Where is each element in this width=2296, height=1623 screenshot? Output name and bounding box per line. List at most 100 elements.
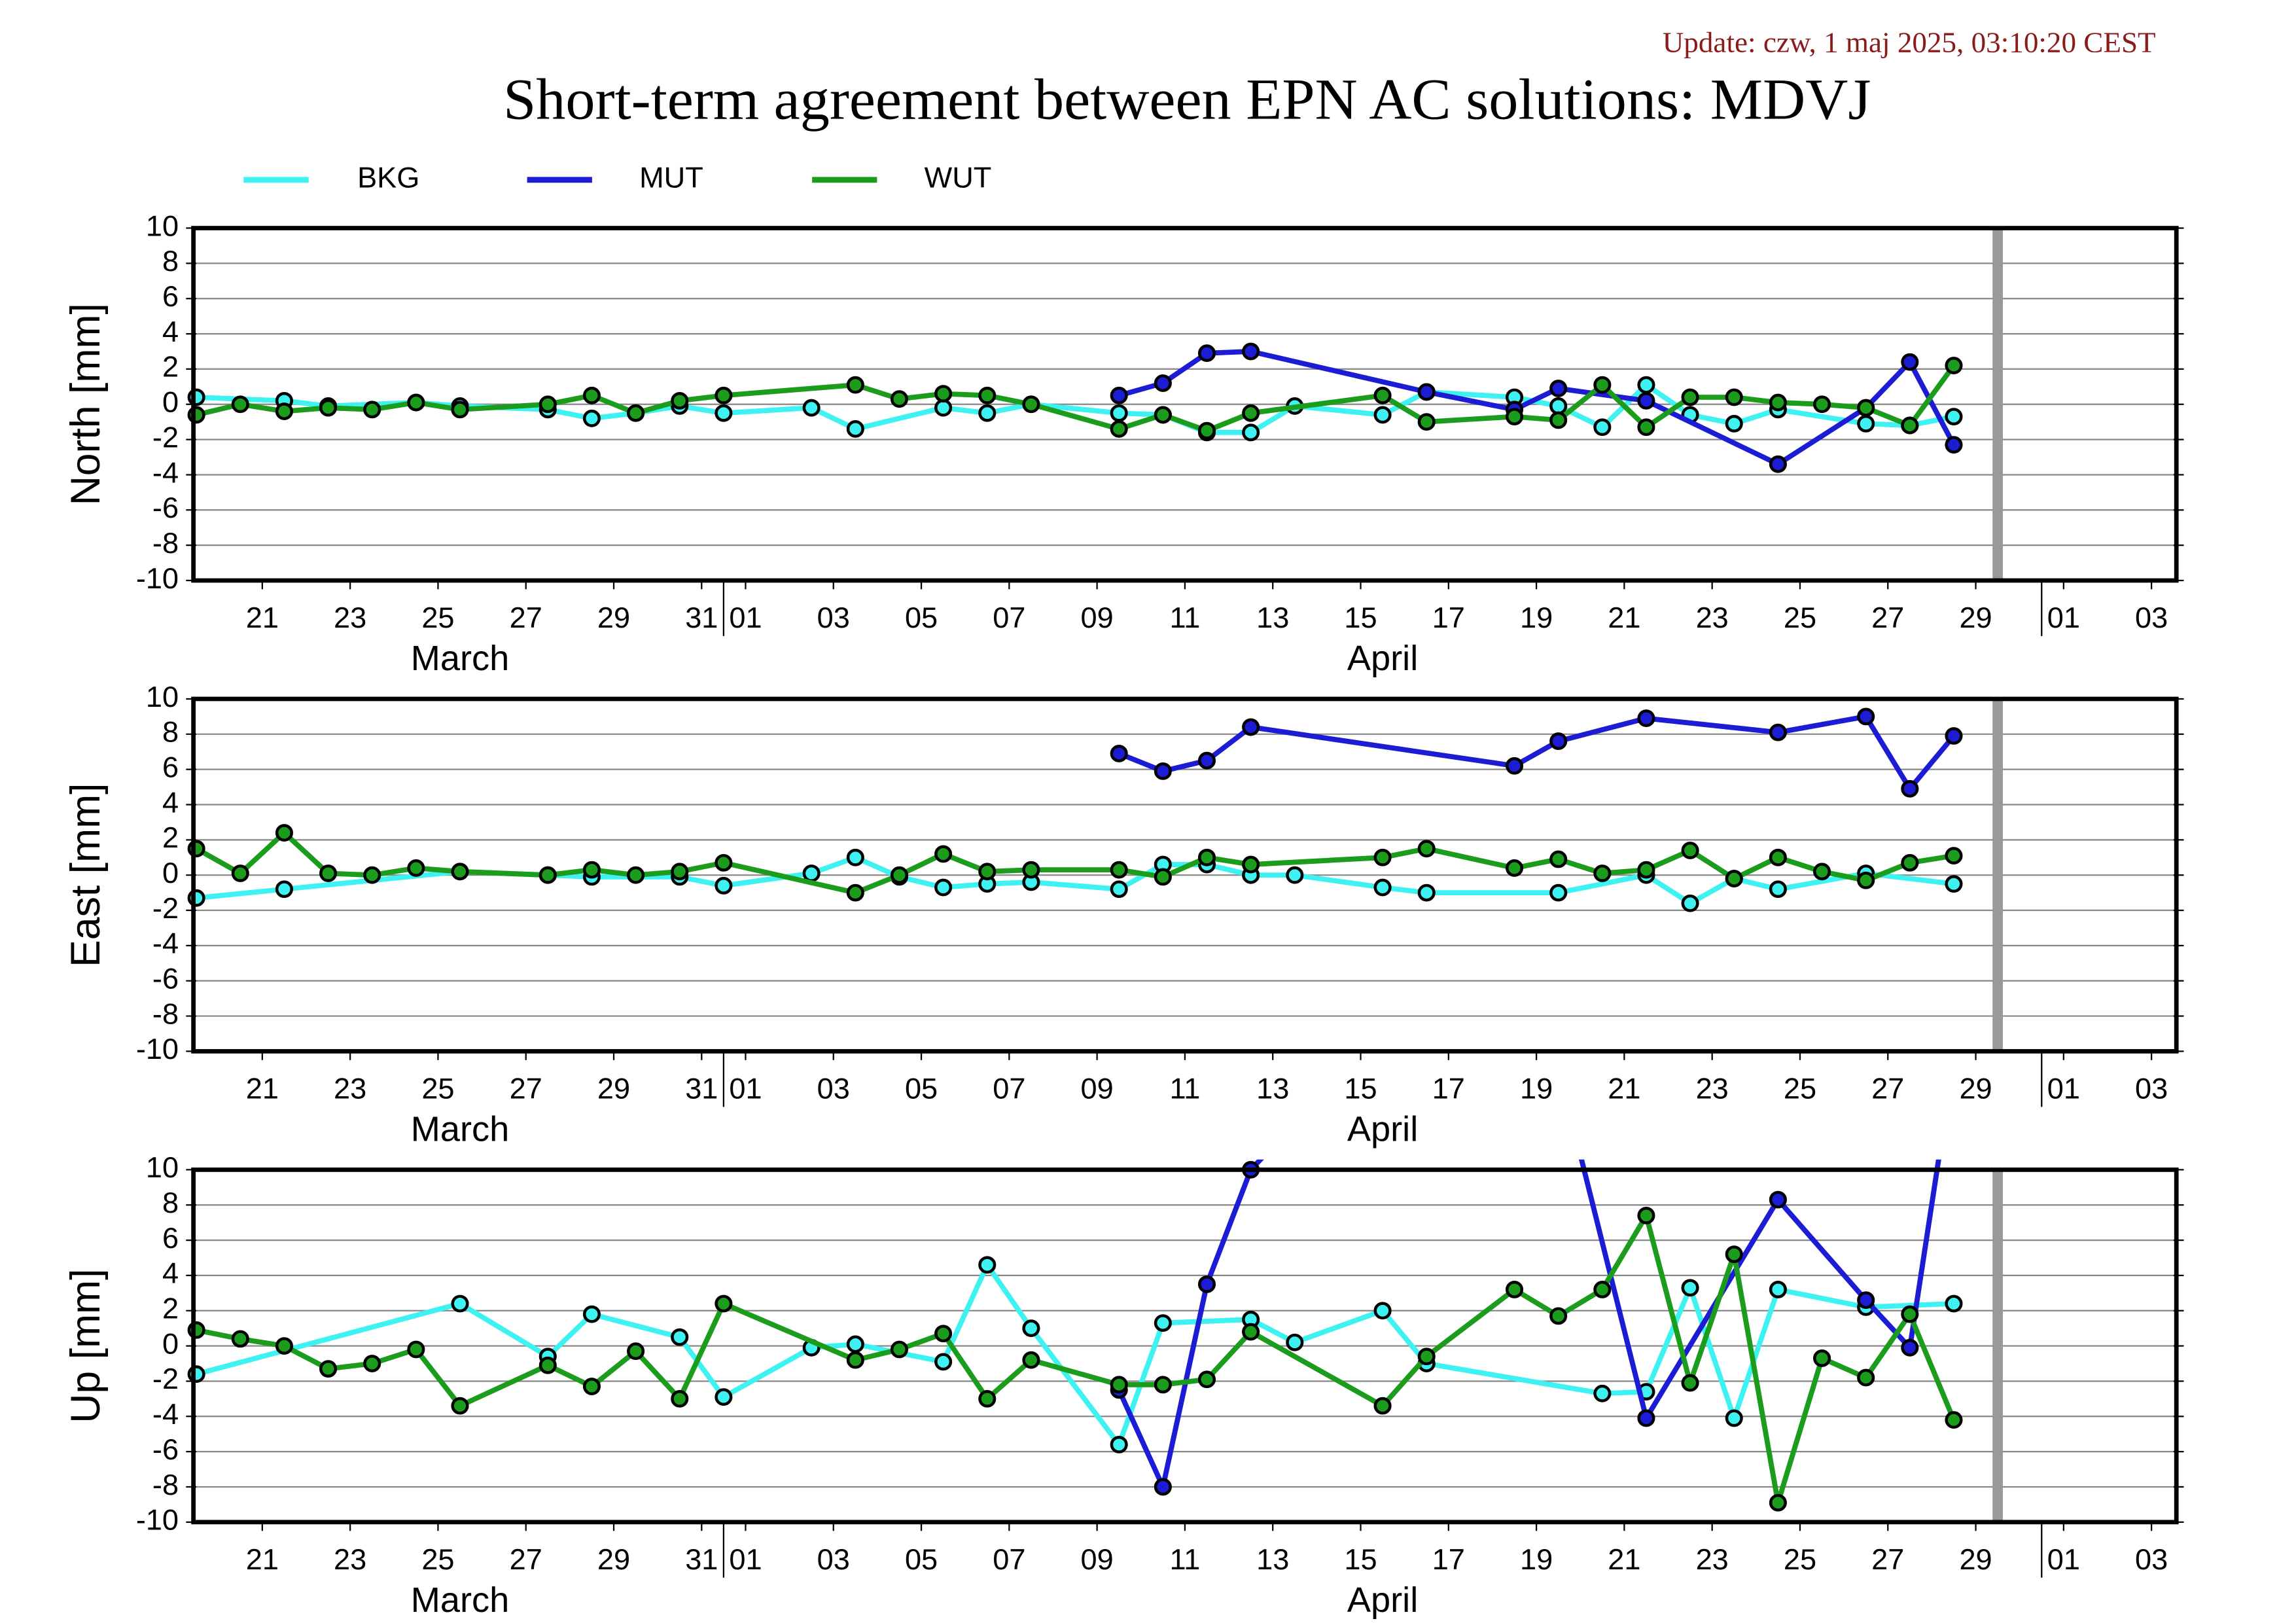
data-point xyxy=(671,1328,689,1346)
x-tick-label: 29 xyxy=(1959,1072,1992,1105)
y-axis-label: Up [mm] xyxy=(63,1268,109,1423)
data-point xyxy=(1945,1411,1963,1429)
data-point xyxy=(1110,386,1128,404)
y-tick-label: 4 xyxy=(162,1257,179,1290)
x-tick-label: 21 xyxy=(246,1072,279,1105)
y-tick-label: -10 xyxy=(136,1032,179,1065)
y-tick-label: -4 xyxy=(152,455,179,489)
data-point xyxy=(715,876,733,895)
y-axis-label: North [mm] xyxy=(63,303,109,505)
month-label: March xyxy=(411,1580,509,1620)
data-point xyxy=(363,866,381,884)
data-point xyxy=(1901,853,1919,872)
data-point xyxy=(451,401,469,419)
y-tick-label: 8 xyxy=(162,715,179,749)
data-point xyxy=(1197,751,1216,770)
data-point xyxy=(1637,1409,1655,1427)
update-time: Update: czw, 1 maj 2025, 03:10:20 CEST xyxy=(1663,26,2156,59)
data-point xyxy=(1769,723,1787,741)
data-point xyxy=(1373,386,1392,404)
y-tick-label: 0 xyxy=(162,1327,179,1361)
x-tick-label: 01 xyxy=(729,1072,762,1105)
data-point xyxy=(1901,779,1919,798)
data-point xyxy=(1637,709,1655,727)
x-tick-label: 31 xyxy=(685,1072,718,1105)
x-tick-label: 31 xyxy=(685,601,718,634)
x-tick-label: 03 xyxy=(817,601,850,634)
y-tick-label: -6 xyxy=(152,1433,179,1466)
x-tick-label: 23 xyxy=(1696,1072,1729,1105)
data-point xyxy=(1945,1294,1963,1313)
x-tick-label: 03 xyxy=(817,1543,850,1576)
data-point xyxy=(1373,848,1392,866)
data-point xyxy=(1286,1333,1304,1351)
data-point xyxy=(1945,847,1963,865)
data-point xyxy=(671,391,689,410)
x-tick-label: 19 xyxy=(1520,601,1553,634)
data-point xyxy=(715,1388,733,1406)
data-point xyxy=(978,1256,997,1274)
data-point xyxy=(715,386,733,404)
x-tick-label: 19 xyxy=(1520,1072,1553,1105)
now-marker xyxy=(1992,698,2004,1052)
data-point xyxy=(671,863,689,881)
data-point xyxy=(1110,420,1128,438)
y-tick-label: 2 xyxy=(162,821,179,854)
data-point xyxy=(1417,383,1436,401)
data-point xyxy=(1812,395,1831,414)
x-tick-label: 21 xyxy=(246,1543,279,1576)
x-tick-label: 11 xyxy=(1169,1543,1200,1576)
data-point xyxy=(1154,406,1172,424)
x-tick-label: 27 xyxy=(510,601,542,634)
x-tick-label: 13 xyxy=(1256,1543,1289,1576)
data-point xyxy=(275,1337,293,1355)
x-tick-label: 07 xyxy=(993,1072,1025,1105)
y-tick-label: 4 xyxy=(162,315,179,348)
x-tick-label: 09 xyxy=(1081,1543,1114,1576)
data-point xyxy=(582,1305,601,1323)
data-point xyxy=(1154,762,1172,780)
legend-label: WUT xyxy=(925,161,992,194)
x-tick-label: 15 xyxy=(1344,1072,1377,1105)
data-point xyxy=(1593,865,1612,882)
data-point xyxy=(978,386,997,404)
y-tick-label: 8 xyxy=(162,244,179,277)
x-tick-label: 25 xyxy=(421,601,454,634)
x-tick-label: 27 xyxy=(510,1072,542,1105)
data-point xyxy=(1901,416,1919,435)
data-point xyxy=(1637,391,1655,410)
x-tick-label: 11 xyxy=(1169,1072,1200,1105)
data-point xyxy=(1505,757,1524,775)
data-point xyxy=(539,395,557,414)
data-point xyxy=(1505,408,1524,426)
data-point xyxy=(1110,745,1128,762)
data-point xyxy=(1901,1338,1919,1357)
data-point xyxy=(846,376,864,394)
data-point xyxy=(1154,1376,1172,1394)
data-point xyxy=(1769,393,1787,412)
data-point xyxy=(451,1397,469,1415)
data-point xyxy=(1286,866,1304,884)
chart-title: Short-term agreement between EPN AC solu… xyxy=(503,67,1871,132)
y-axis-label: East [mm] xyxy=(63,783,109,967)
data-point xyxy=(407,1340,425,1359)
y-tick-label: 6 xyxy=(162,279,179,313)
data-point xyxy=(1505,1281,1524,1298)
plot-frame xyxy=(191,1168,2179,1525)
data-point xyxy=(1857,414,1875,433)
data-point xyxy=(1242,855,1260,874)
x-tick-label: 21 xyxy=(1608,1543,1640,1576)
data-point xyxy=(539,1356,557,1374)
data-point xyxy=(802,399,821,417)
y-tick-label: 0 xyxy=(162,385,179,419)
x-tick-label: 01 xyxy=(2047,1072,2080,1105)
data-point xyxy=(582,409,601,427)
y-tick-label: -10 xyxy=(136,562,179,595)
data-point xyxy=(1945,436,1963,454)
y-tick-label: 8 xyxy=(162,1186,179,1219)
x-tick-label: 17 xyxy=(1432,1543,1465,1576)
data-point xyxy=(451,863,469,881)
data-point xyxy=(231,395,249,414)
data-point xyxy=(846,1351,864,1369)
month-label: March xyxy=(411,639,509,678)
